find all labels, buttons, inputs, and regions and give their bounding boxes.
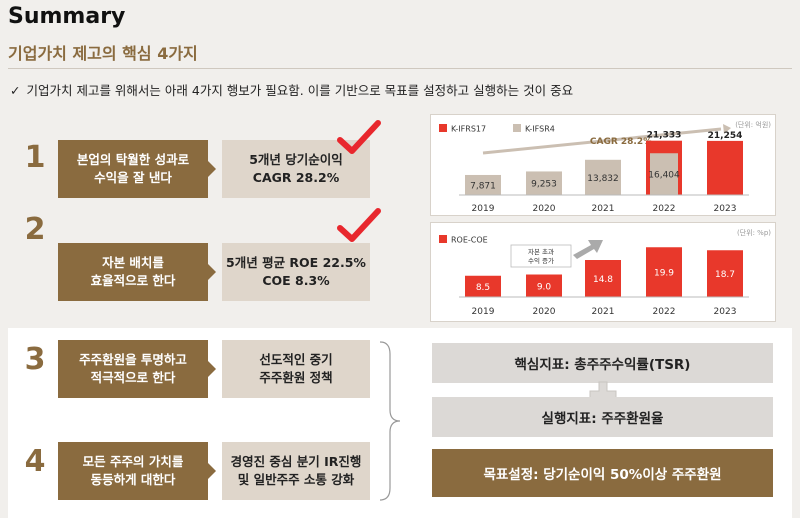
legend-label-ifrs17: K-IFRS17 (451, 125, 486, 134)
page-subtitle: 기업가치 제고의 핵심 4가지 (8, 44, 198, 63)
item-2-metric-line1: 5개년 평균 ROE 22.5% (226, 254, 366, 270)
bar-roe-coe-2020 (526, 274, 562, 297)
x-tick-2022: 2022 (653, 204, 676, 214)
bar-label-roe-coe-2019: 8.5 (476, 283, 490, 293)
item-1-metric: 5개년 당기순이익 CAGR 28.2% (222, 140, 370, 198)
x-tick-2023: 2023 (714, 204, 737, 214)
item-2-checkmark-icon (337, 208, 381, 242)
x-tick-2021: 2021 (592, 204, 615, 214)
bar-label-roe-coe-2021: 14.8 (593, 275, 613, 285)
item-4-arrow-icon (208, 463, 216, 479)
trend-arrow-icon (573, 240, 603, 259)
item-1-metric-line2: CAGR 28.2% (252, 170, 340, 185)
item-number-3: 3 (24, 342, 46, 377)
bar-label-roe-coe-2022: 19.9 (654, 269, 674, 279)
item-4-metric-line1: 경영진 중심 분기 IR진행 (230, 453, 362, 469)
annotation-line2: 수익 증가 (528, 256, 554, 265)
bar-label-roe-coe-2023: 18.7 (715, 270, 735, 280)
item-3-metric-line2: 주주환원 정책 (259, 370, 333, 385)
bar-ifrs17-2023 (707, 140, 743, 195)
bar-roe-coe-2019 (465, 275, 501, 297)
x-tick-2021: 2021 (592, 307, 615, 317)
item-2-metric: 5개년 평균 ROE 22.5% COE 8.3% (222, 243, 370, 301)
x-tick-2019: 2019 (472, 204, 495, 214)
legend-swatch-roe-coe (439, 235, 447, 243)
item-2-metric-line2: COE 8.3% (262, 273, 330, 288)
legend-label-ifsr4: K-IFSR4 (525, 125, 555, 134)
bar-label-roe-coe-2020: 9.0 (537, 282, 552, 292)
kpi-exec-metric: 실행지표: 주주환원율 (432, 397, 773, 437)
intro-label: 기업가치 제고를 위해서는 아래 4가지 행보가 필요함. 이를 기반으로 목표… (26, 83, 574, 98)
legend-label-roe-coe: ROE-COE (451, 236, 488, 245)
item-2-principle-line2: 효율적으로 한다 (90, 273, 176, 288)
bar-label-ifsr4-2021: 13,832 (587, 174, 619, 184)
item-1-arrow-icon (208, 161, 216, 177)
bar-ifsr4-2022 (650, 153, 678, 195)
brace-icon (379, 341, 401, 501)
item-2-principle-line1: 자본 배치를 (102, 254, 164, 270)
legend-swatch-ifsr4 (513, 124, 521, 132)
net-income-chart-svg: K-IFRS17 K-IFSR4 (단위: 억원) CAGR 28.2% 7,871 20… (439, 120, 771, 214)
x-tick-2022: 2022 (653, 307, 676, 317)
bar-roe-coe-2022 (646, 247, 682, 297)
bar-label-ifrs17-2023: 21,254 (708, 131, 743, 141)
x-tick-2023: 2023 (714, 307, 737, 317)
chart-unit-label: (단위: %p) (737, 228, 771, 237)
kpi-goal-setting: 목표설정: 당기순이익 50%이상 주주환원 (432, 449, 773, 497)
item-3-principle-line2: 적극적으로 한다 (90, 370, 176, 385)
bar-label-ifsr4-2019: 7,871 (470, 181, 496, 191)
cagr-annotation: CAGR 28.2% (590, 137, 652, 147)
item-number-1: 1 (24, 140, 46, 175)
bar-ifsr4-2021 (585, 159, 621, 195)
bar-roe-coe-2023 (707, 250, 743, 297)
header-divider (8, 68, 792, 69)
page-title: Summary (8, 4, 126, 29)
check-icon: ✓ (10, 83, 21, 98)
item-1-metric-line1: 5개년 당기순이익 (249, 151, 343, 167)
cagr-arrow-head-icon (723, 124, 731, 134)
item-4-metric-line2: 및 일반주주 소통 강화 (237, 472, 355, 487)
annotation-line1: 자본 초과 (528, 247, 554, 256)
chart-unit-label: (단위: 억원) (735, 120, 771, 129)
item-1-checkmark-icon (337, 120, 381, 154)
x-tick-2020: 2020 (533, 307, 556, 317)
item-3-principle-line1: 주주환원을 투명하고 (79, 351, 187, 367)
item-4-principle-line2: 동등하게 대한다 (90, 472, 176, 487)
x-tick-2020: 2020 (533, 204, 556, 214)
x-tick-2019: 2019 (472, 307, 495, 317)
item-1-principle-line2: 수익을 잘 낸다 (94, 170, 172, 185)
cagr-arrow-line (482, 127, 722, 155)
item-2-arrow-icon (208, 264, 216, 280)
item-4-principle-line1: 모든 주주의 가치를 (82, 453, 184, 469)
kpi-core-metric: 핵심지표: 총주주수익률(TSR) (432, 343, 773, 383)
item-number-2: 2 (24, 212, 46, 247)
bar-ifsr4-2020 (526, 171, 562, 195)
roe-coe-chart: ROE-COE (단위: %p) 자본 초과 수익 증가 8.5 2019 9.0 2020 1… (430, 222, 776, 322)
item-3-metric-line1: 선도적인 중기 (259, 351, 333, 367)
bar-roe-coe-2021 (585, 260, 621, 297)
bar-label-ifrs17-2022: 21,333 (647, 131, 682, 141)
item-number-4: 4 (24, 444, 46, 479)
bar-label-ifsr4-2020: 9,253 (531, 180, 557, 190)
intro-text: ✓ 기업가치 제고를 위해서는 아래 4가지 행보가 필요함. 이를 기반으로 목… (10, 80, 573, 99)
bar-label-ifsr4-2022: 16,404 (648, 171, 680, 181)
annotation-box (510, 244, 572, 268)
item-1-principle-line1: 본업의 탁월한 성과로 (76, 151, 190, 167)
bar-ifsr4-2019 (465, 174, 501, 195)
net-income-chart: K-IFRS17 K-IFSR4 (단위: 억원) CAGR 28.2% 7,871 20… (430, 114, 776, 216)
legend-swatch-ifrs17 (439, 124, 447, 132)
item-3-arrow-icon (208, 361, 216, 377)
